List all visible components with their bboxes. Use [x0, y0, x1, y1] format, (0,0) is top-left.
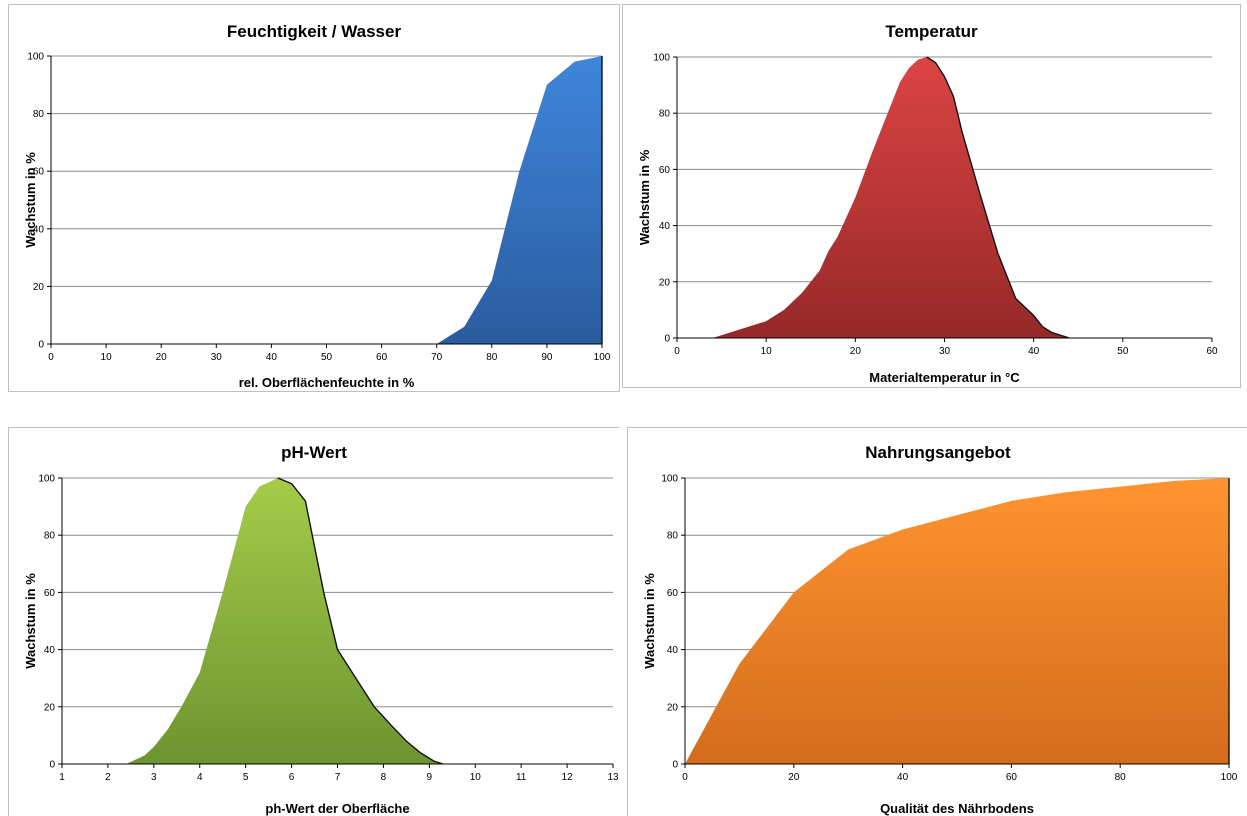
chart-temperatur: 0 20 40 60 80 100 0 10 20 30 40 50 60 Temperatur Mater…: [637, 22, 1218, 385]
y-tick-label: 0: [49, 760, 55, 771]
y-tick-label: 60: [33, 167, 45, 178]
data-area: [685, 478, 1229, 764]
x-tick-label: 100: [594, 352, 611, 363]
x-tick-label: 80: [486, 352, 498, 363]
data-edge-line: [926, 56, 1070, 339]
x-tick-label: 6: [289, 772, 295, 783]
y-tick-label: 40: [659, 221, 671, 232]
chart-title: pH-Wert: [281, 443, 347, 462]
y-tick-label: 80: [667, 531, 679, 542]
x-tick-label: 100: [1221, 772, 1238, 783]
x-axis-title: Qualität des Nährbodens: [880, 801, 1034, 816]
y-tick-label: 40: [33, 224, 45, 235]
x-tick-label: 10: [470, 772, 482, 783]
y-tick-label: 20: [659, 277, 671, 288]
x-tick-label: 4: [197, 772, 203, 783]
x-tick-label: 50: [321, 352, 333, 363]
y-tick-label: 20: [667, 702, 679, 713]
y-tick-label: 100: [38, 474, 55, 485]
y-axis-title: Wachstum in %: [642, 573, 657, 669]
y-tick-label: 60: [659, 165, 671, 176]
chart-title: Feuchtigkeit / Wasser: [227, 22, 402, 41]
chart-title: Temperatur: [885, 22, 978, 41]
x-axis-title: ph-Wert der Oberfläche: [265, 801, 409, 816]
x-tick-label: 12: [562, 772, 574, 783]
x-tick-label: 0: [674, 346, 680, 357]
y-tick-label: 0: [38, 340, 44, 351]
x-tick-label: 40: [897, 772, 909, 783]
x-tick-label: 60: [1206, 346, 1218, 357]
x-tick-label: 10: [101, 352, 113, 363]
x-tick-label: 50: [1117, 346, 1129, 357]
y-tick-label: 20: [44, 702, 56, 713]
y-axis-title: Wachstum in %: [23, 152, 38, 248]
y-axis-title: Wachstum in %: [637, 149, 652, 245]
data-edge-line: [277, 477, 444, 765]
y-tick-label: 0: [672, 760, 678, 771]
chart-panel-nahrungsangebot: 0 20 40 60 80 100 0 20 40 60 80 100 Nahrungsangebot Q…: [627, 427, 1247, 816]
y-tick-label: 80: [33, 109, 45, 120]
chart-title: Nahrungsangebot: [865, 443, 1011, 462]
y-tick-label: 40: [667, 645, 679, 656]
x-tick-label: 0: [48, 352, 54, 363]
x-tick-label: 40: [266, 352, 278, 363]
x-tick-label: 13: [607, 772, 619, 783]
y-tick-label: 80: [44, 531, 56, 542]
x-tick-label: 80: [1115, 772, 1127, 783]
x-tick-label: 10: [761, 346, 773, 357]
y-tick-label: 80: [659, 109, 671, 120]
x-tick-label: 20: [156, 352, 168, 363]
x-axis-title: Materialtemperatur in °C: [869, 370, 1020, 385]
x-tick-label: 9: [427, 772, 433, 783]
chart-panel-temperatur: 0 20 40 60 80 100 0 10 20 30 40 50 60 Temperatur Mater…: [622, 4, 1241, 388]
y-tick-label: 20: [33, 282, 45, 293]
data-area: [712, 57, 1070, 338]
y-tick-label: 40: [44, 645, 56, 656]
x-tick-label: 1: [59, 772, 65, 783]
x-tick-label: 5: [243, 772, 249, 783]
x-tick-label: 70: [431, 352, 443, 363]
y-tick-label: 100: [661, 474, 678, 485]
y-tick-label: 100: [653, 53, 670, 64]
y-tick-label: 0: [664, 334, 670, 345]
data-area: [126, 478, 444, 764]
x-tick-label: 2: [105, 772, 111, 783]
x-tick-label: 0: [682, 772, 688, 783]
x-tick-label: 90: [541, 352, 553, 363]
x-tick-label: 3: [151, 772, 157, 783]
x-axis-title: rel. Oberflächenfeuchte in %: [239, 375, 415, 390]
chart-panel-feuchtigkeit: 0 20 40 60 80 100 0 10 20 30 40 50 60 70 80 90 100 Feucht…: [8, 4, 620, 392]
x-tick-label: 20: [788, 772, 800, 783]
x-tick-label: 20: [850, 346, 862, 357]
y-axis-title: Wachstum in %: [23, 573, 38, 669]
chart-nahrungsangebot: 0 20 40 60 80 100 0 20 40 60 80 100 Nahrungsangebot Q…: [642, 443, 1238, 816]
x-tick-label: 60: [1006, 772, 1018, 783]
x-tick-label: 11: [516, 772, 527, 783]
x-tick-label: 30: [939, 346, 951, 357]
y-tick-label: 60: [44, 588, 56, 599]
chart-panel-ph-wert: 0 20 40 60 80 100 1 2 3 4 5 6 7 8 9 10 11 12 13 pH-Wert ph-W…: [8, 427, 619, 816]
x-tick-label: 30: [211, 352, 223, 363]
y-tick-label: 60: [667, 588, 679, 599]
x-tick-label: 7: [335, 772, 341, 783]
data-area: [51, 56, 602, 344]
x-tick-label: 60: [376, 352, 388, 363]
x-tick-label: 8: [381, 772, 387, 783]
chart-feuchtigkeit: 0 20 40 60 80 100 0 10 20 30 40 50 60 70 80 90 100 Feucht…: [23, 22, 611, 390]
x-tick-label: 40: [1028, 346, 1040, 357]
y-tick-label: 100: [27, 52, 44, 63]
